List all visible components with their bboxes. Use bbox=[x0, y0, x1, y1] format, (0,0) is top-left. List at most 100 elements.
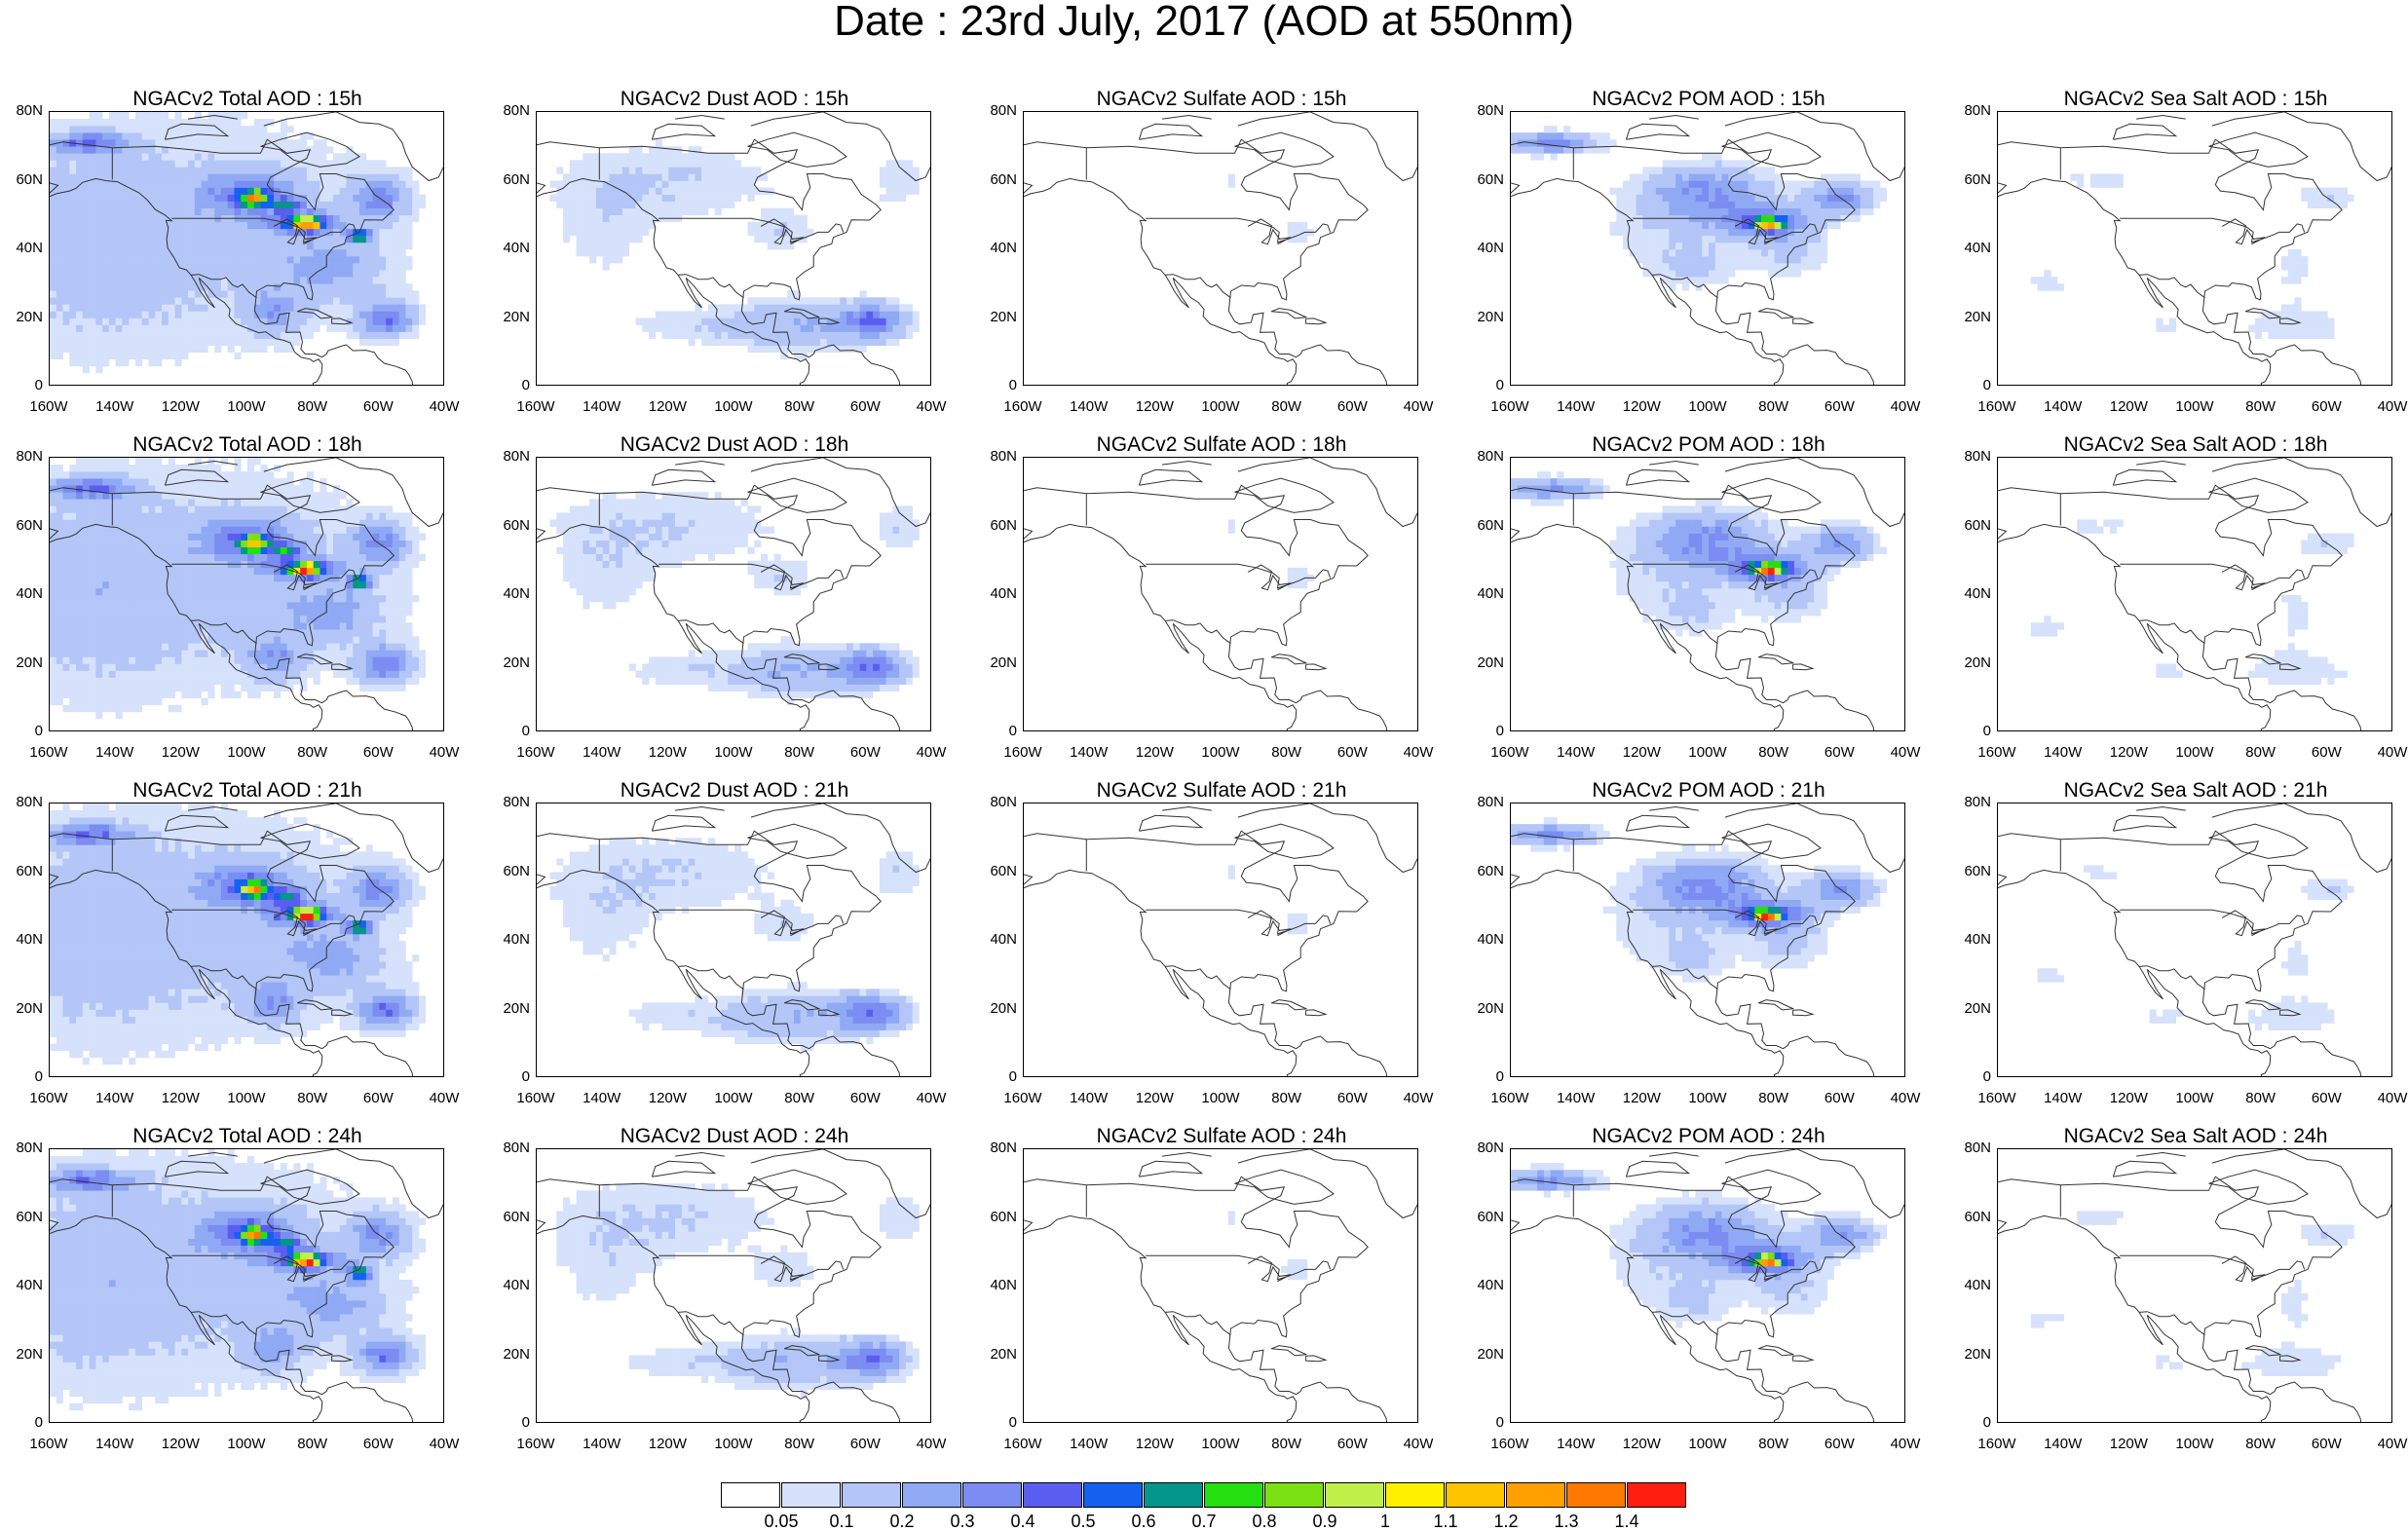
aod-cell bbox=[768, 346, 774, 353]
aod-cell bbox=[307, 208, 314, 215]
aod-cell bbox=[2281, 277, 2288, 283]
aod-cell bbox=[129, 595, 135, 602]
aod-cell bbox=[155, 126, 162, 132]
aod-cell bbox=[267, 650, 274, 656]
aod-cell bbox=[2314, 318, 2321, 325]
aod-cell bbox=[880, 304, 886, 311]
aod-cell bbox=[155, 215, 162, 222]
aod-cell bbox=[122, 685, 129, 691]
aod-cell bbox=[353, 595, 359, 602]
aod-cell bbox=[102, 195, 109, 202]
aod-cell bbox=[142, 575, 149, 581]
aod-cell bbox=[274, 283, 281, 290]
aod-cell bbox=[90, 112, 96, 119]
aod-cell bbox=[83, 650, 90, 656]
aod-cell bbox=[701, 173, 708, 180]
aod-cell bbox=[261, 249, 268, 256]
aod-cell bbox=[76, 685, 83, 691]
aod-cell bbox=[95, 297, 102, 304]
aod-cell bbox=[748, 222, 755, 229]
aod-cell bbox=[1637, 243, 1643, 249]
aod-cell bbox=[234, 547, 241, 554]
aod-cell bbox=[116, 297, 123, 304]
aod-cell bbox=[122, 664, 129, 671]
aod-cell bbox=[83, 290, 90, 297]
aod-cell bbox=[261, 512, 268, 519]
aod-cell bbox=[228, 595, 235, 602]
aod-cell bbox=[221, 485, 228, 492]
aod-cell bbox=[142, 318, 149, 325]
aod-cell bbox=[95, 277, 102, 283]
aod-cell bbox=[195, 139, 202, 146]
aod-cell bbox=[1801, 195, 1808, 202]
aod-cell bbox=[122, 541, 129, 547]
aod-cell bbox=[636, 229, 643, 236]
aod-cell bbox=[261, 575, 268, 581]
aod-cell bbox=[122, 353, 129, 359]
aod-cell bbox=[642, 195, 649, 202]
aod-cell bbox=[794, 304, 801, 311]
aod-cell bbox=[366, 236, 373, 243]
aod-cell bbox=[116, 339, 123, 346]
aod-cell bbox=[347, 332, 354, 339]
aod-cell bbox=[56, 215, 63, 222]
aod-cell bbox=[1669, 283, 1675, 290]
aod-cell bbox=[109, 243, 116, 249]
aod-cell bbox=[102, 505, 109, 512]
aod-cell bbox=[109, 678, 116, 685]
aod-cell bbox=[1630, 202, 1637, 208]
aod-cell bbox=[267, 153, 274, 160]
aod-cell bbox=[95, 554, 102, 561]
aod-cell bbox=[340, 188, 347, 195]
aod-cell bbox=[254, 581, 261, 588]
aod-cell bbox=[353, 609, 359, 616]
aod-cell bbox=[90, 602, 96, 609]
aod-cell bbox=[386, 229, 393, 236]
aod-cell bbox=[76, 208, 83, 215]
aod-cell bbox=[281, 588, 287, 595]
aod-cell bbox=[347, 541, 354, 547]
aod-cell bbox=[267, 499, 274, 505]
aod-cell bbox=[1649, 243, 1656, 249]
aod-cell bbox=[155, 195, 162, 202]
aod-cell bbox=[1663, 229, 1670, 236]
aod-cell bbox=[347, 505, 354, 512]
aod-cell bbox=[234, 181, 241, 188]
aod-cell bbox=[366, 595, 373, 602]
aod-cell bbox=[708, 339, 715, 346]
aod-cell bbox=[56, 671, 63, 678]
aod-cell bbox=[1630, 173, 1637, 180]
aod-cell bbox=[90, 609, 96, 616]
aod-cell bbox=[1742, 181, 1749, 188]
aod-cell bbox=[149, 499, 156, 505]
aod-cell bbox=[155, 332, 162, 339]
aod-cell bbox=[188, 256, 195, 263]
aod-cell bbox=[307, 229, 314, 236]
aod-cell bbox=[181, 146, 188, 153]
aod-cell bbox=[181, 685, 188, 691]
map-plot-area bbox=[536, 111, 931, 386]
aod-cell bbox=[1761, 256, 1768, 263]
aod-cell bbox=[353, 505, 359, 512]
aod-cell bbox=[129, 126, 135, 132]
aod-cell bbox=[293, 622, 300, 629]
aod-cell bbox=[1715, 188, 1722, 195]
aod-cell bbox=[50, 119, 56, 126]
aod-cell bbox=[90, 153, 96, 160]
aod-cell bbox=[102, 588, 109, 595]
aod-cell bbox=[1695, 263, 1702, 270]
aod-cell bbox=[56, 236, 63, 243]
aod-cell bbox=[207, 499, 214, 505]
aod-cell bbox=[247, 297, 254, 304]
aod-cell bbox=[281, 195, 287, 202]
aod-cell bbox=[880, 318, 886, 325]
aod-cell bbox=[102, 283, 109, 290]
aod-cell bbox=[195, 208, 202, 215]
aod-cell bbox=[56, 595, 63, 602]
aod-cell bbox=[314, 139, 320, 146]
aod-cell bbox=[353, 173, 359, 180]
aod-cell bbox=[300, 685, 307, 691]
aod-cell bbox=[636, 181, 643, 188]
aod-cell bbox=[827, 332, 834, 339]
aod-cell bbox=[2301, 318, 2308, 325]
